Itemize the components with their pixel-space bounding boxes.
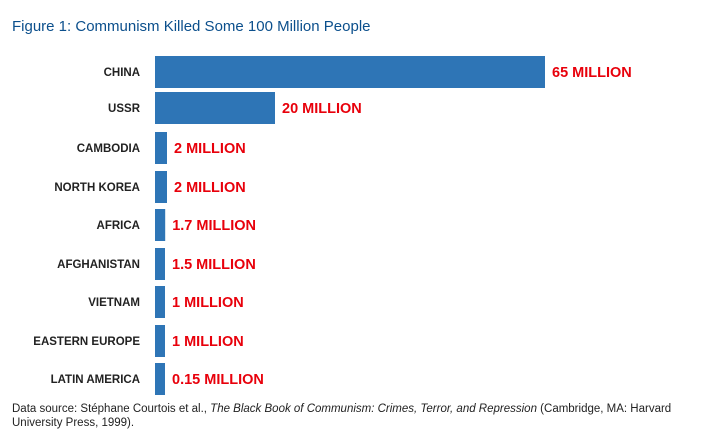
category-label: LATIN AMERICA — [51, 374, 140, 386]
bar — [155, 56, 545, 88]
bar — [155, 209, 166, 241]
category-label: CAMBODIA — [77, 143, 140, 155]
value-label: 20 MILLION — [282, 101, 362, 117]
category-label: EASTERN EUROPE — [33, 336, 140, 348]
value-label: 1 MILLION — [172, 334, 244, 350]
value-label: 1.7 MILLION — [172, 218, 256, 234]
bar-chart: CHINA 65 MILLION USSR 20 MILLION CAMBODIA 2 M… — [33, 56, 632, 395]
category-label: AFGHANISTAN — [57, 259, 140, 271]
bar — [155, 286, 165, 318]
value-label: 65 MILLION — [552, 65, 632, 81]
category-label: NORTH KOREA — [54, 182, 140, 194]
value-label: 1 MILLION — [172, 295, 244, 311]
bar — [155, 325, 165, 357]
data-source-note: Data source: Stéphane Courtois et al., T… — [12, 402, 712, 430]
bar — [155, 171, 167, 203]
chart-title: Figure 1: Communism Killed Some 100 Mill… — [12, 18, 371, 35]
category-label: AFRICA — [97, 220, 140, 232]
value-label: 2 MILLION — [174, 141, 246, 157]
value-label: 0.15 MILLION — [172, 372, 264, 388]
bar — [155, 132, 167, 164]
bar — [155, 363, 165, 395]
source-suffix: (Cambridge, MA: Harvard University Press… — [12, 403, 672, 429]
bar — [155, 248, 165, 280]
value-label: 1.5 MILLION — [172, 257, 256, 273]
bar — [155, 92, 275, 124]
category-label: CHINA — [104, 67, 140, 79]
value-label: 2 MILLION — [174, 180, 246, 196]
category-label: USSR — [108, 103, 141, 115]
bars-layer: CHINA 65 MILLION USSR 20 MILLION CAMBODIA 2 M… — [33, 56, 632, 395]
source-book-title: The Black Book of Communism: Crimes, Ter… — [210, 403, 537, 415]
category-label: VIETNAM — [88, 297, 140, 309]
source-prefix: Data source: Stéphane Courtois et al., — [12, 403, 211, 415]
